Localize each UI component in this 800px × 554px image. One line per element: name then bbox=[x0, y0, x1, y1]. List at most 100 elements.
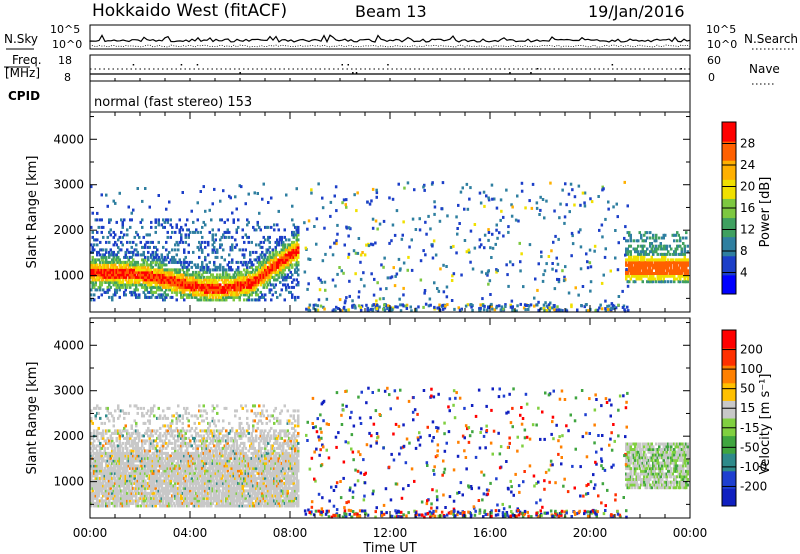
power-cell bbox=[166, 218, 169, 222]
velocity-cell bbox=[96, 486, 99, 490]
power-cell bbox=[228, 295, 231, 299]
power-cell bbox=[198, 298, 201, 302]
power-cell bbox=[226, 285, 229, 289]
power-cell bbox=[217, 265, 220, 269]
power-cell bbox=[216, 273, 219, 277]
velocity-cell bbox=[115, 444, 118, 448]
velocity-cell bbox=[112, 499, 115, 503]
power-cell bbox=[133, 273, 136, 277]
power-cell bbox=[178, 283, 181, 287]
power-cell bbox=[202, 283, 205, 287]
power-cell bbox=[190, 278, 193, 282]
power-cell bbox=[180, 263, 183, 267]
power-cell bbox=[319, 304, 323, 308]
velocity-cell bbox=[102, 429, 105, 433]
power-cell bbox=[297, 228, 300, 232]
velocity-cell bbox=[112, 449, 115, 453]
power-cell bbox=[540, 250, 543, 254]
power-cell bbox=[264, 238, 267, 242]
velocity-cell bbox=[136, 451, 139, 455]
power-cell bbox=[644, 266, 647, 270]
power-cell bbox=[183, 270, 186, 274]
power-cell bbox=[649, 280, 652, 284]
noise-traces bbox=[89, 34, 691, 48]
velocity-cell bbox=[180, 476, 183, 480]
power-cell bbox=[106, 275, 109, 279]
power-cell bbox=[172, 273, 175, 277]
power-cell bbox=[175, 223, 178, 227]
power-cell bbox=[261, 278, 264, 282]
power-cell bbox=[655, 244, 658, 248]
power-cell bbox=[133, 293, 136, 297]
velocity-cell bbox=[162, 451, 165, 455]
velocity-cell bbox=[135, 449, 138, 453]
power-cell bbox=[646, 263, 649, 267]
power-cell bbox=[94, 265, 97, 269]
power-cell bbox=[175, 240, 178, 244]
velocity-cell bbox=[115, 491, 118, 495]
velocity-cell bbox=[174, 484, 177, 488]
power-cell bbox=[294, 245, 297, 249]
power-cell bbox=[665, 247, 668, 251]
power-cell bbox=[210, 280, 213, 284]
power-colorbar-swatch bbox=[722, 179, 736, 199]
velocity-cell bbox=[142, 494, 145, 498]
velocity-cell bbox=[126, 459, 129, 463]
power-cell bbox=[223, 280, 226, 284]
velocity-cell bbox=[136, 471, 139, 475]
power-cell bbox=[210, 293, 213, 297]
velocity-cell bbox=[150, 476, 153, 480]
velocity-cell bbox=[123, 494, 126, 498]
power-cell bbox=[178, 290, 181, 294]
power-cell bbox=[142, 285, 145, 289]
power-cell bbox=[629, 255, 632, 259]
velocity-cell bbox=[181, 469, 184, 473]
power-cell bbox=[198, 288, 201, 292]
power-cell bbox=[103, 260, 106, 264]
velocity-cell bbox=[129, 494, 132, 498]
power-cell bbox=[156, 260, 159, 264]
power-cell bbox=[628, 244, 631, 248]
power-cell bbox=[198, 273, 201, 277]
velocity-cell bbox=[144, 479, 147, 483]
power-cell bbox=[652, 266, 655, 270]
power-cell bbox=[108, 218, 111, 222]
power-cell bbox=[289, 260, 292, 264]
power-cell bbox=[643, 266, 646, 270]
power-cell bbox=[174, 283, 177, 287]
velocity-cell bbox=[108, 499, 111, 503]
power-cell bbox=[286, 275, 289, 279]
power-cell bbox=[232, 220, 235, 224]
power-cell bbox=[111, 265, 114, 269]
power-cell bbox=[656, 263, 659, 267]
velocity-cell bbox=[171, 466, 174, 470]
velocity-cell bbox=[136, 441, 139, 445]
power-ytick-label: 4000 bbox=[53, 132, 84, 146]
nave-tick-60: 60 bbox=[707, 54, 721, 67]
velocity-cell bbox=[163, 479, 166, 483]
velocity-cell bbox=[174, 491, 177, 495]
power-cell bbox=[259, 228, 262, 232]
power-cell bbox=[201, 235, 204, 239]
power-cell bbox=[207, 265, 210, 269]
power-cell bbox=[495, 268, 498, 272]
power-cell bbox=[650, 277, 653, 281]
power-cell bbox=[668, 263, 671, 267]
velocity-cell bbox=[148, 461, 151, 465]
power-cell bbox=[353, 304, 357, 308]
velocity-cell bbox=[193, 499, 196, 503]
power-cell bbox=[130, 245, 133, 249]
velocity-cell bbox=[156, 501, 159, 505]
velocity-cell bbox=[139, 491, 142, 495]
power-cell bbox=[246, 268, 249, 272]
velocity-cell bbox=[97, 459, 100, 463]
power-cell bbox=[661, 252, 664, 256]
power-cell bbox=[616, 268, 620, 272]
power-cell bbox=[163, 255, 166, 259]
power-cell bbox=[389, 276, 392, 280]
velocity-cell bbox=[121, 456, 124, 460]
power-cell bbox=[180, 238, 183, 242]
power-cell bbox=[105, 280, 108, 284]
velocity-cell bbox=[166, 461, 169, 465]
velocity-cell bbox=[136, 489, 139, 493]
